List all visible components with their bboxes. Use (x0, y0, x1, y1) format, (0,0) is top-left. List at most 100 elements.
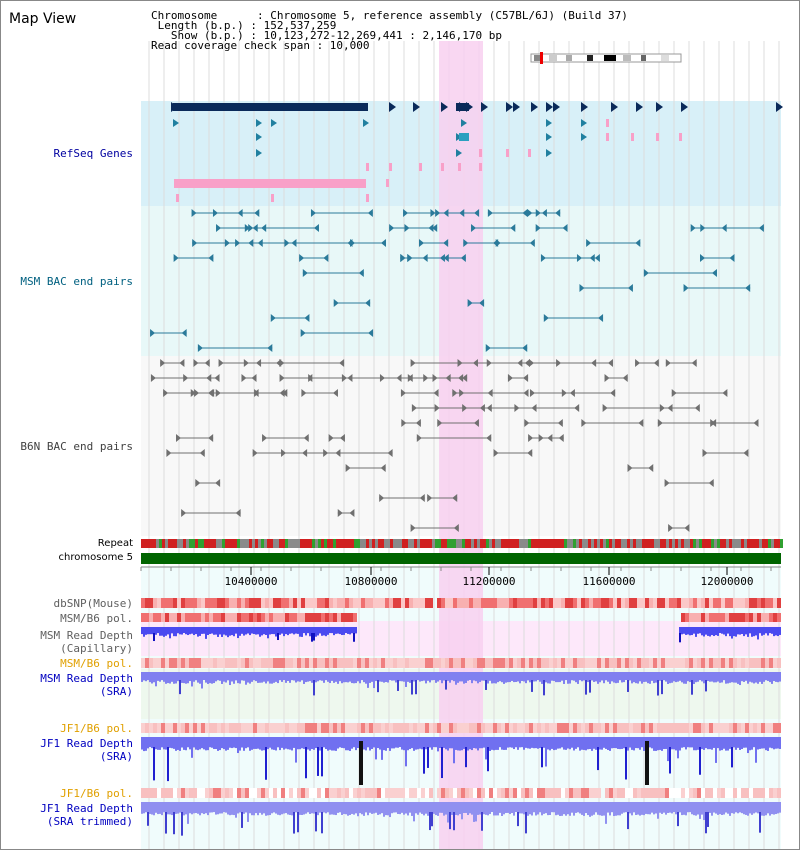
depth-base (291, 672, 293, 680)
depth-bar (461, 812, 463, 820)
msm-b6-pol-label-2[interactable]: MSM/B6 pol. (60, 657, 133, 670)
depth-bar (563, 812, 565, 815)
repeat-segment (771, 539, 774, 548)
depth-bar (223, 747, 225, 750)
repeat-segment (174, 539, 177, 548)
depth-base (681, 737, 683, 747)
depth-bar (431, 812, 433, 827)
depth-base (573, 672, 575, 680)
depth-bar (385, 680, 387, 683)
depth-bar (259, 633, 261, 637)
depth-base (383, 802, 385, 812)
depth-bar (229, 747, 231, 748)
bac-end (218, 359, 224, 367)
depth-base (145, 802, 147, 812)
jf1-depth-trimmed-label[interactable]: JF1 Read Depth (SRA trimmed) (40, 802, 133, 828)
pol-cell (565, 723, 569, 733)
repeat-segment (339, 539, 342, 548)
pol-cell (413, 723, 417, 733)
depth-bar (693, 812, 695, 816)
depth-bar (669, 747, 671, 774)
depth-base (703, 627, 705, 633)
pol-cell (217, 658, 221, 668)
repeat-segment (579, 539, 582, 548)
depth-bar (397, 747, 399, 748)
bac-end (358, 269, 364, 277)
msm-depth-capillary-label[interactable]: MSM Read Depth (Capillary) (40, 629, 133, 655)
depth-base (251, 802, 253, 812)
pol-cell (717, 788, 721, 798)
refseq-track-label[interactable]: RefSeq Genes (53, 147, 133, 160)
repeat-segment (717, 539, 720, 548)
pink-feature (506, 149, 509, 157)
pol-cell (361, 723, 365, 733)
pol-cell (493, 723, 497, 733)
depth-bar (453, 812, 455, 831)
depth-base (671, 737, 673, 747)
depth-bar (725, 633, 727, 637)
depth-bar (769, 812, 771, 816)
depth-base (223, 627, 225, 633)
depth-base (197, 802, 199, 812)
jf1-depth-sra-label[interactable]: JF1 Read Depth (SRA) (40, 737, 133, 763)
depth-base (755, 737, 757, 747)
depth-bar (483, 680, 485, 681)
pol-cell (313, 613, 317, 622)
depth-bar (619, 747, 621, 750)
chromosome-info: Chromosome : Chromosome 5, reference ass… (151, 9, 628, 22)
pol-cell (297, 598, 301, 608)
depth-bar (159, 747, 161, 750)
depth-bar (637, 747, 639, 749)
jf1-b6-pol-label-1[interactable]: JF1/B6 pol. (60, 722, 133, 735)
depth-base (395, 672, 397, 680)
pol-cell (205, 658, 209, 668)
depth-base (691, 737, 693, 747)
pol-cell (449, 723, 453, 733)
depth-bar (381, 680, 383, 682)
bac-end (262, 434, 268, 442)
b6n-bac-track-label[interactable]: B6N BAC end pairs (20, 440, 133, 453)
pol-cell (249, 723, 253, 733)
depth-bar (559, 812, 561, 816)
depth-bar (315, 812, 317, 832)
msm-bac-track-label[interactable]: MSM BAC end pairs (20, 275, 133, 288)
pol-cell (337, 788, 341, 798)
bac-end (460, 254, 466, 262)
depth-base (719, 737, 721, 747)
depth-bar (579, 747, 581, 751)
depth-base (369, 802, 371, 812)
pol-cell (717, 723, 721, 733)
depth-base (483, 802, 485, 812)
depth-base (185, 737, 187, 747)
jf1-b6-pol-label-2[interactable]: JF1/B6 pol. (60, 787, 133, 800)
depth-bar (401, 680, 403, 682)
depth-base (557, 737, 559, 747)
pol-cell (493, 788, 497, 798)
depth-base (351, 737, 353, 747)
depth-base (193, 737, 195, 747)
depth-bar (335, 633, 337, 634)
depth-bar (567, 680, 569, 684)
depth-base (639, 802, 641, 812)
pol-cell (281, 613, 285, 622)
dbsnp-track-label[interactable]: dbSNP(Mouse) (53, 597, 133, 610)
depth-base (437, 672, 439, 680)
repeat-segment (387, 539, 390, 548)
msm-depth-sra-label[interactable]: MSM Read Depth (SRA) (40, 672, 133, 698)
repeat-segment (522, 539, 525, 548)
msm-b6-pol-label-1[interactable]: MSM/B6 pol. (60, 612, 133, 625)
depth-base (461, 802, 463, 812)
depth-bar (153, 633, 155, 642)
depth-base (549, 802, 551, 812)
pol-cell (445, 788, 449, 798)
depth-bar (263, 747, 265, 751)
pol-cell (225, 613, 229, 622)
repeat-segment (207, 539, 210, 548)
depth-base (223, 802, 225, 812)
pol-cell (269, 598, 273, 608)
pol-cell (745, 658, 749, 668)
depth-bar (285, 747, 287, 749)
depth-bar (539, 747, 541, 749)
pol-cell (441, 598, 445, 608)
